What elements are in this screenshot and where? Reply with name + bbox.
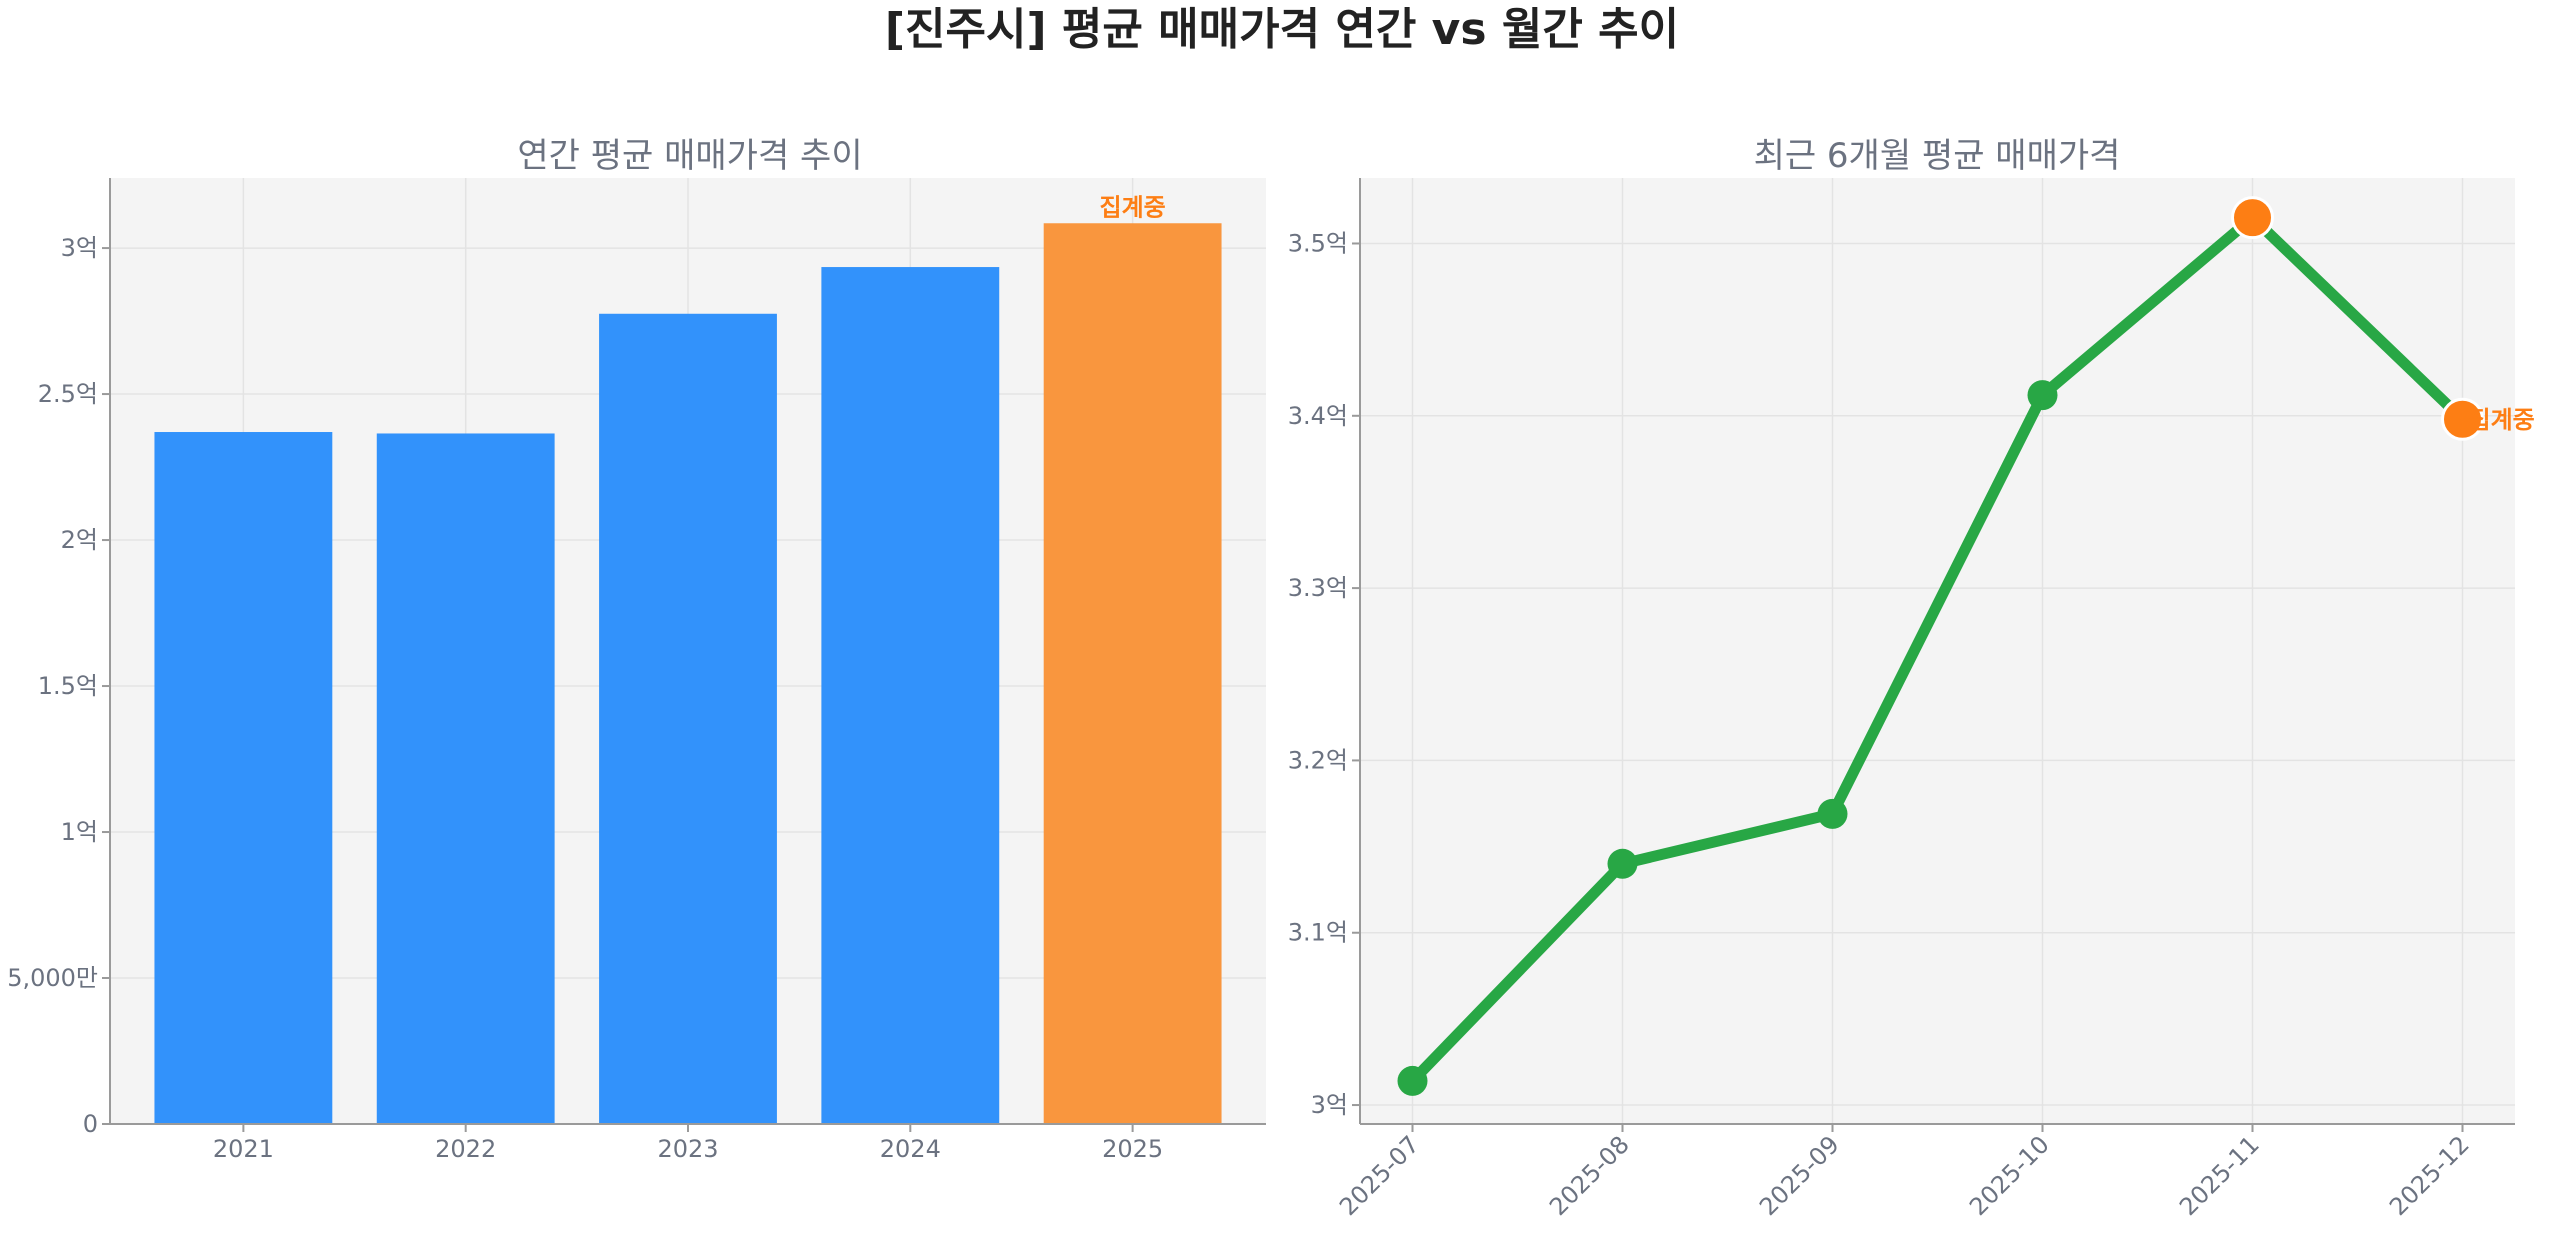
bar-y-tick-label: 3억 [61,234,98,262]
line-x-tick-label: 2025-11 [2174,1130,2265,1221]
monthly-line-chart: 최근 6개월 평균 매매가격 집계중 3억 3.1억 3.2억 3.3억 3.4억 3.5… [1288,136,2535,1221]
bar-y-tick-label: 2억 [61,526,98,554]
line-series [1407,212,2468,1087]
line-x-ticks: 2025-07 2025-08 2025-09 2025-10 2025-11 2025-… [1334,1124,2475,1221]
line-y-ticks: 3억 3.1억 3.2억 3.3억 3.4억 3.5억 [1288,229,1360,1119]
bar [599,313,777,1124]
line-y-tick-label: 3.5억 [1288,229,1348,257]
line-x-tick-label: 2025-09 [1754,1130,1845,1221]
line-x-tick-label: 2025-10 [1964,1130,2055,1221]
line-grid [1360,178,2515,1124]
line-y-tick-label: 3.2억 [1288,746,1348,774]
line-x-tick-label: 2025-12 [2384,1130,2475,1221]
line-y-tick-label: 3억 [1311,1091,1348,1119]
line-y-tick-label: 3.3억 [1288,574,1348,602]
bar-x-tick-label: 2025 [1102,1135,1163,1163]
line-x-tick-label: 2025-07 [1334,1130,1425,1221]
bar-y-tick-label: 0 [83,1110,98,1138]
bar-x-ticks: 2021 2022 2023 2024 2025 [213,1124,1163,1163]
line-point [1817,798,1848,829]
line-plot-area [1360,178,2515,1124]
bar [154,432,333,1124]
bar-x-tick-label: 2024 [880,1135,941,1163]
line-y-tick-label: 3.1억 [1288,919,1348,947]
bar-marks: 집계중 [154,193,1222,1125]
line-y-tick-label: 3.4억 [1288,402,1348,430]
bar-y-tick-label: 2.5억 [38,380,98,408]
bar-y-ticks: 0 5,000만 1억 1.5억 2억 2.5억 3억 [7,234,110,1138]
bar-annotation-label: 집계중 [1099,193,1165,221]
line-point [1397,1065,1428,1096]
line-chart-title: 최근 6개월 평균 매매가격 [1754,136,2121,176]
bar-y-tick-label: 1억 [61,818,98,846]
line-marks: 집계중 [1397,196,2535,1096]
line-point-highlight [2441,397,2484,441]
bar [821,267,1000,1124]
bar-2025-in-progress [1043,223,1222,1125]
line-point-highlight [2231,196,2274,240]
bar-x-tick-label: 2023 [657,1135,718,1163]
line-x-tick-label: 2025-08 [1544,1130,1635,1221]
bar-x-tick-label: 2021 [213,1135,274,1163]
line-annotation-label: 집계중 [2469,406,2535,434]
bar [376,433,555,1124]
bar-y-tick-label: 1.5억 [38,672,98,700]
bar-x-tick-label: 2022 [435,1135,496,1163]
figure-title: [진주시] 평균 매매가격 연간 vs 월간 추이 [885,4,1679,55]
bar-y-tick-label: 5,000만 [7,964,98,992]
line-point [2027,380,2058,411]
line-point [1607,848,1638,879]
annual-bar-chart: 연간 평균 매매가격 추이 집계중 05,000만1억1.5억2억2.5억3억 … [7,136,1266,1163]
bar-chart-title: 연간 평균 매매가격 추이 [517,136,862,176]
